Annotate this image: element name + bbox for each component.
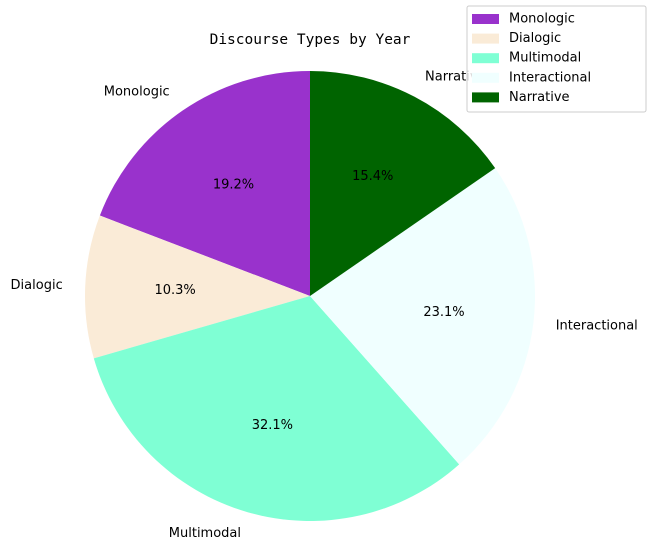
pie-slice-dialogic	[85, 215, 310, 359]
pie-slice-narrative	[310, 71, 496, 296]
legend-label-interactional: Interactional	[509, 70, 591, 85]
legend-swatch-narrative	[472, 92, 499, 103]
slice-percent-narrative: 15.4%	[352, 169, 393, 184]
slice-label-multimodal: Multimodal	[169, 526, 241, 541]
pie-slice-monologic	[99, 71, 310, 296]
legend-label-narrative: Narrative	[509, 90, 570, 105]
legend-label-monologic: Monologic	[509, 12, 575, 27]
slice-label-monologic: Monologic	[104, 85, 170, 100]
pie-slice-multimodal	[93, 296, 460, 522]
slice-label-interactional: Interactional	[556, 318, 638, 333]
legend-swatch-monologic	[472, 14, 499, 24]
legend-label-dialogic: Dialogic	[509, 31, 561, 46]
slice-percent-multimodal: 32.1%	[252, 418, 293, 433]
legend-swatch-dialogic	[472, 33, 499, 44]
legend: Monologic Dialogic Multimodal Interactional…	[466, 5, 647, 113]
legend-swatch-multimodal	[472, 53, 499, 64]
slice-percent-monologic: 19.2%	[213, 177, 254, 192]
legend-swatch-interactional	[472, 72, 499, 83]
slice-percent-labels: 19.2% 10.3% 32.1% 23.1% 15.4%	[154, 169, 464, 433]
slice-percent-interactional: 23.1%	[423, 305, 464, 320]
pie-slices	[85, 71, 535, 522]
pie-slice-interactional	[310, 168, 535, 465]
chart-title: Discourse Types by Year	[210, 32, 411, 48]
legend-label-multimodal: Multimodal	[509, 51, 581, 66]
slice-label-dialogic: Dialogic	[11, 278, 63, 293]
slice-percent-dialogic: 10.3%	[154, 283, 195, 298]
legend-frame	[466, 5, 647, 113]
